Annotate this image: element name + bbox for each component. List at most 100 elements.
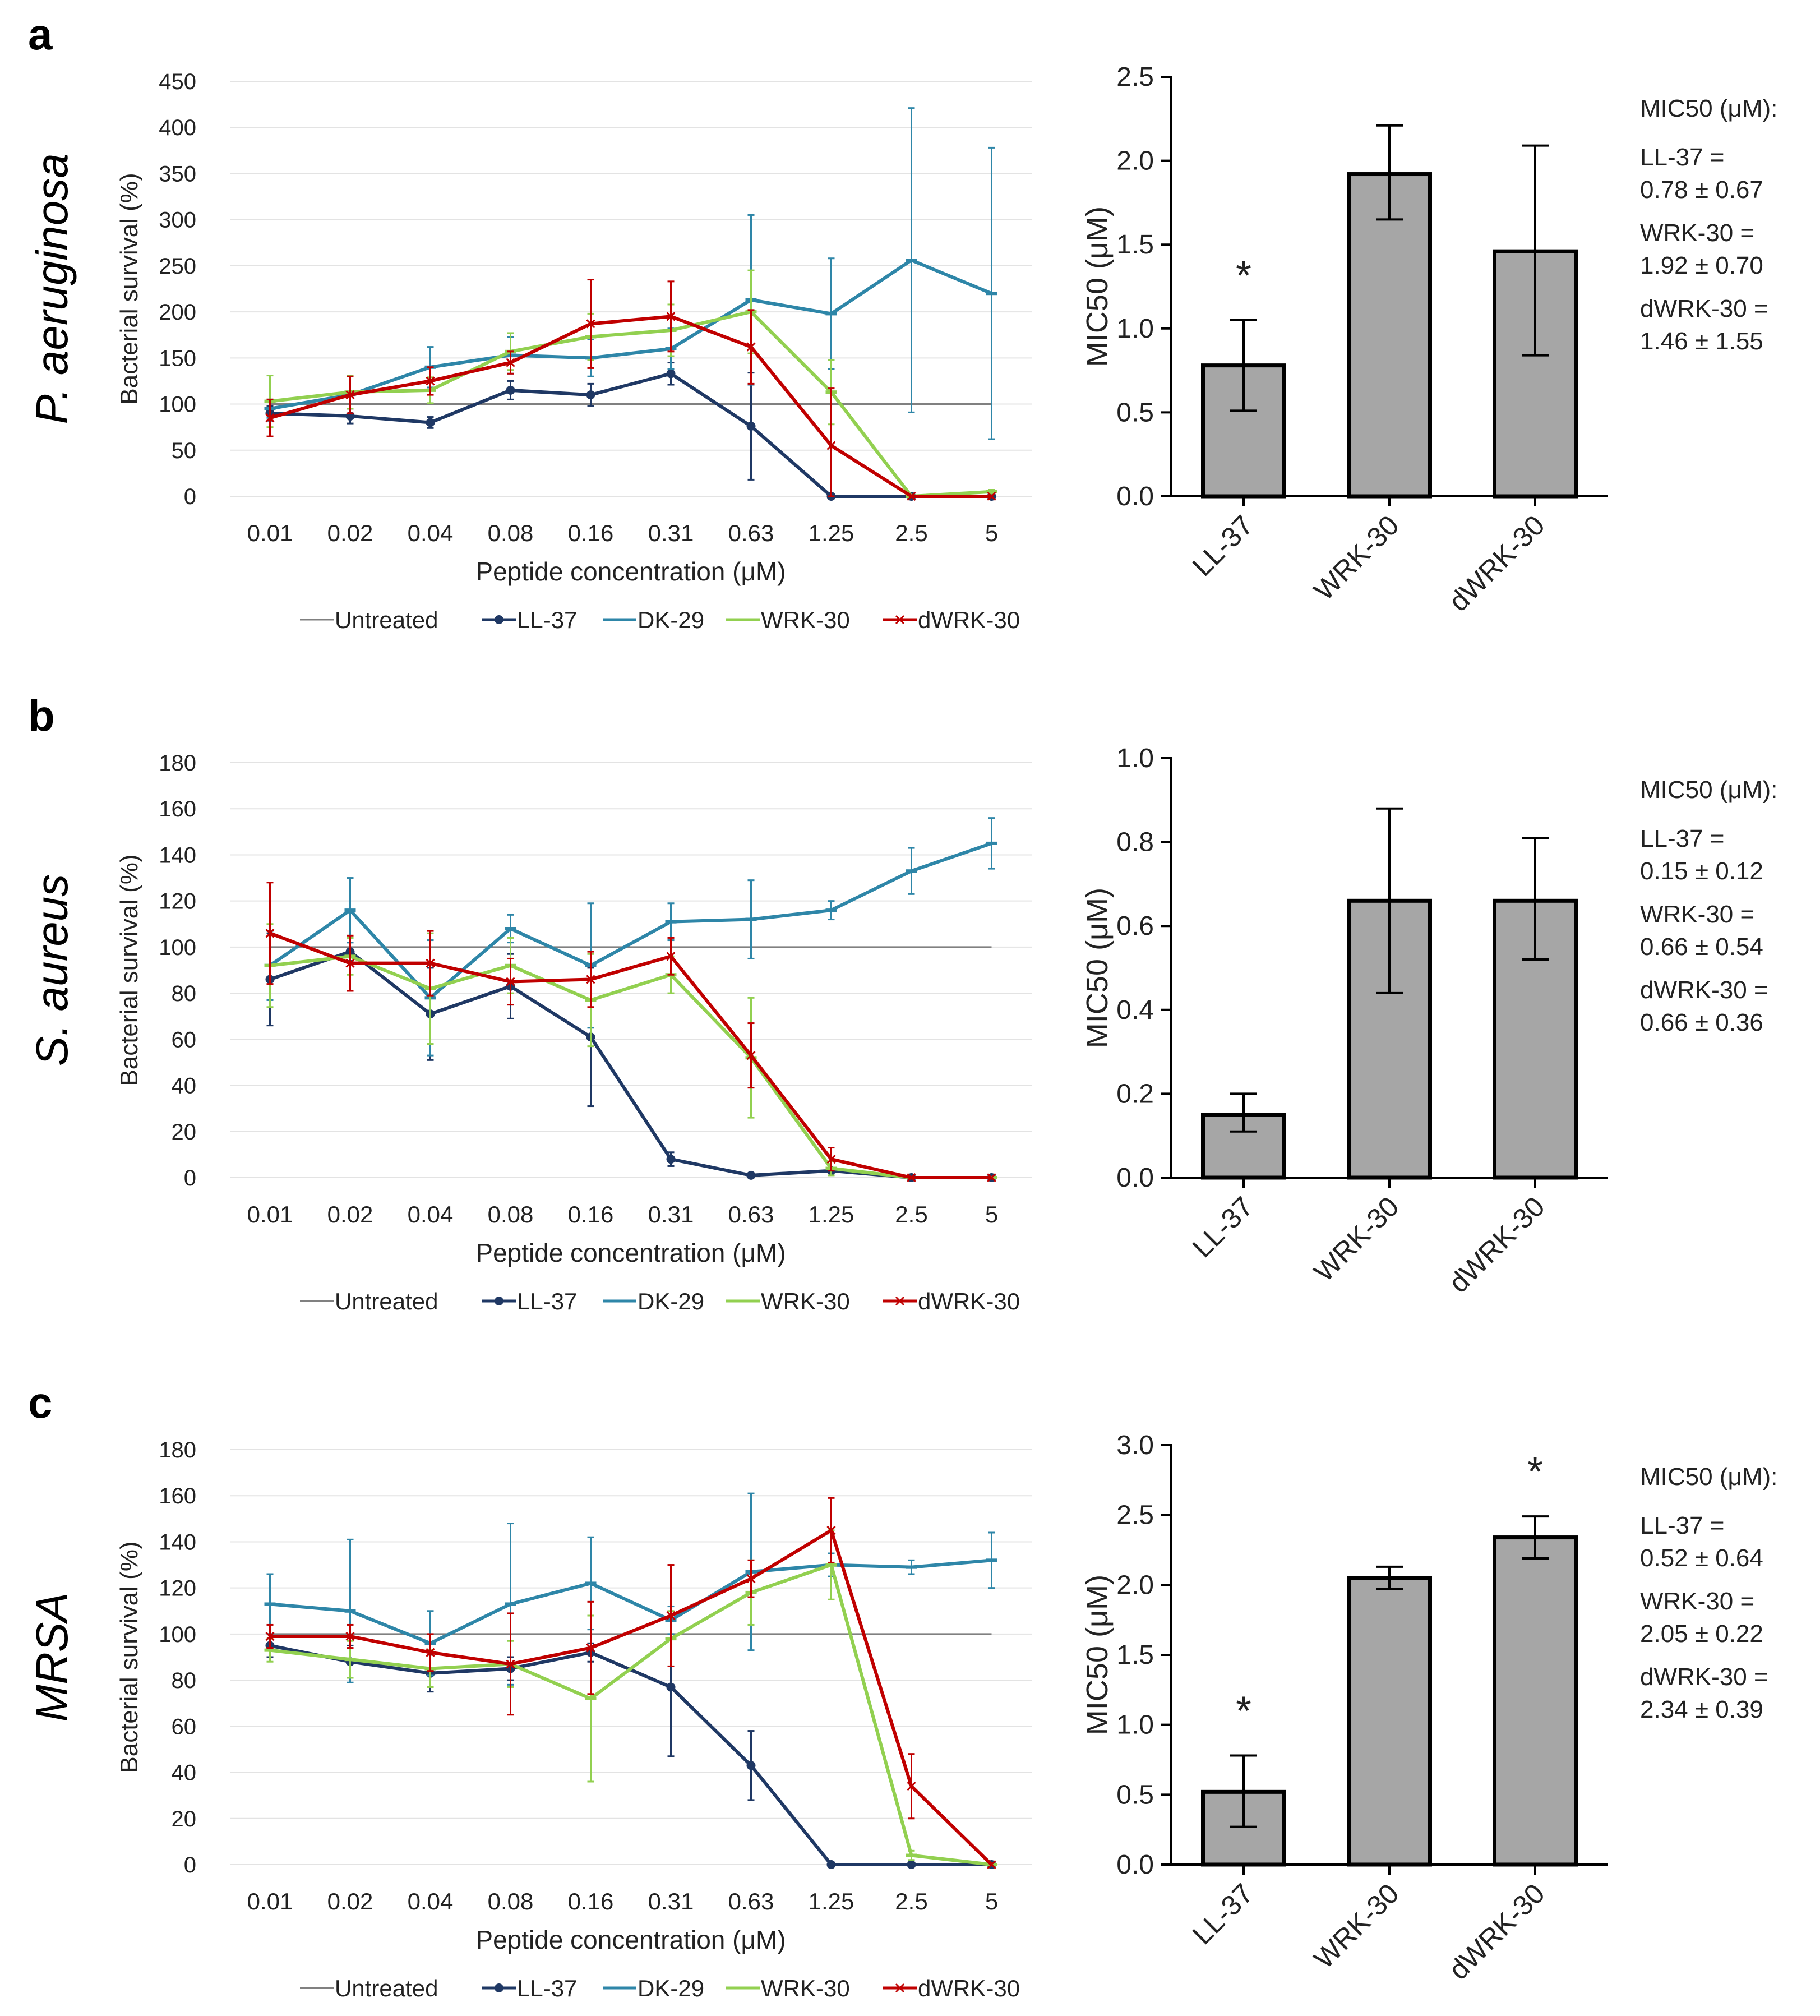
mic50-bar-chart: 0.0 0.5 1.0 1.5 2.0 2.5 MIC50 (μM) LL-37 WRK-30 d…: [1080, 62, 1608, 617]
data-point: [906, 1853, 917, 1857]
x-tick-label: 0.01: [247, 520, 293, 546]
legend-label: WRK-30: [761, 607, 850, 633]
data-point: [665, 920, 677, 924]
data-point: [826, 1860, 836, 1869]
mic50-value: 0.52 ± 0.64: [1640, 1544, 1763, 1572]
marker-stroke: [826, 441, 836, 450]
x-tick-label: WRK-30: [1308, 1191, 1405, 1288]
x-tick-label: dWRK-30: [1443, 1191, 1551, 1299]
data-point: [906, 1565, 917, 1569]
data-point: [505, 1602, 516, 1606]
y-tick-label: 2.0: [1116, 1570, 1154, 1600]
legend-label: WRK-30: [761, 1975, 850, 2001]
legend-label: WRK-30: [761, 1288, 850, 1314]
data-point: [666, 1611, 676, 1621]
y-tick-label: 100: [159, 393, 196, 417]
x-tick-label: 5: [985, 520, 998, 546]
x-tick-label: 0.31: [648, 520, 694, 546]
series-line: [270, 954, 992, 1179]
x-tick-label: 0.02: [327, 1201, 373, 1228]
mic50-value: 1.92 ± 0.70: [1640, 252, 1763, 279]
x-tick-label: LL-37: [1186, 1877, 1259, 1950]
mic50-value: 0.15 ± 0.12: [1640, 857, 1763, 885]
y-tick-label: 180: [159, 751, 196, 776]
legend-item-wrk30: WRK-30: [726, 1288, 850, 1314]
x-tick-label: 0.08: [488, 1888, 534, 1914]
mic50-name: WRK-30 =: [1640, 901, 1754, 928]
x-tick-label: 0.08: [488, 1201, 534, 1228]
legend-label: Untreated: [335, 607, 438, 633]
marker-stroke: [826, 1155, 836, 1164]
data-point: [345, 390, 355, 400]
mic50-summary: MIC50 (μM): LL-37 = 0.52 ± 0.64 WRK-30 = 2.0…: [1640, 1463, 1777, 1723]
legend-item-wrk30: WRK-30: [726, 607, 850, 633]
bar-wrk-30: [1347, 172, 1432, 499]
data-point: [666, 1155, 676, 1164]
marker-stroke: [265, 413, 275, 423]
y-tick-label: 0.4: [1116, 995, 1154, 1025]
mic50-header: MIC50 (μM):: [1640, 776, 1777, 804]
marker-stroke: [265, 1631, 275, 1641]
y-tick-label: 60: [172, 1027, 197, 1052]
data-point: [505, 927, 516, 930]
y-tick-label: 0.0: [1116, 1850, 1154, 1880]
marker-stroke: [506, 1659, 515, 1669]
y-tick-label: 200: [159, 300, 196, 325]
marker-stroke: [506, 358, 515, 367]
x-tick-label: 0.16: [568, 520, 614, 546]
y-tick-label: 100: [159, 1622, 196, 1647]
x-tick-label: 0.63: [728, 1201, 774, 1228]
marker-stroke: [666, 312, 676, 321]
series-line: [269, 315, 992, 498]
data-point: [666, 312, 676, 321]
x-tick-label: LL-37: [1186, 1191, 1259, 1263]
data-point: [745, 917, 757, 921]
marker-stroke: [987, 1860, 996, 1870]
x-tick-label: 0.01: [247, 1888, 293, 1914]
data-point: [344, 1658, 356, 1662]
y-axis-title: MIC50 (μM): [1080, 206, 1114, 367]
data-point: [586, 390, 595, 400]
series-dwrk30: [265, 882, 996, 1183]
legend-label: dWRK-30: [918, 1975, 1020, 2001]
panel-letter: a: [28, 10, 53, 59]
data-point: [426, 376, 435, 386]
series-line: [269, 259, 992, 410]
data-point: [586, 975, 595, 984]
data-point: [506, 1659, 515, 1669]
y-tick-label: 2.5: [1116, 62, 1154, 92]
marker-stroke: [746, 342, 756, 352]
data-point: [986, 292, 997, 296]
y-axis-title: MIC50 (μM): [1080, 1575, 1114, 1735]
legend-item-wrk30: WRK-30: [726, 1975, 850, 2001]
data-point: [906, 869, 917, 873]
legend-item-untreated: Untreated: [300, 1288, 438, 1314]
data-point: [666, 952, 676, 961]
x-tick-label: 0.16: [568, 1888, 614, 1914]
y-tick-label: 3.0: [1116, 1431, 1154, 1460]
mic50-value: 0.66 ± 0.36: [1640, 1009, 1763, 1036]
marker-stroke: [987, 491, 996, 501]
data-point: [506, 977, 515, 986]
x-tick-label: 0.04: [408, 520, 454, 546]
data-point: [345, 958, 355, 968]
y-tick-label: 0: [184, 1853, 196, 1877]
marker-stroke: [426, 1648, 435, 1657]
marker-stroke: [746, 1574, 756, 1584]
y-tick-label: 160: [159, 1484, 196, 1508]
legend-marker: [495, 1297, 503, 1305]
data-point: [826, 441, 836, 450]
data-point: [585, 1697, 597, 1700]
legend-item-dwrk30: dWRK-30: [883, 607, 1020, 633]
marker-stroke: [666, 952, 676, 961]
x-tick-label: 1.25: [809, 1201, 854, 1228]
marker-stroke: [746, 1051, 756, 1060]
data-point: [746, 1051, 756, 1060]
data-point: [825, 312, 837, 316]
survival-line-chart: 0 20 40 60 80 100 120 140 160 180 0.01 0.02 0.04 0.08…: [116, 751, 1032, 1314]
mic50-header: MIC50 (μM):: [1640, 95, 1777, 122]
x-tick-label: 0.16: [568, 1201, 614, 1228]
data-point: [666, 369, 676, 379]
mic50-value: 1.46 ± 1.55: [1640, 327, 1763, 355]
